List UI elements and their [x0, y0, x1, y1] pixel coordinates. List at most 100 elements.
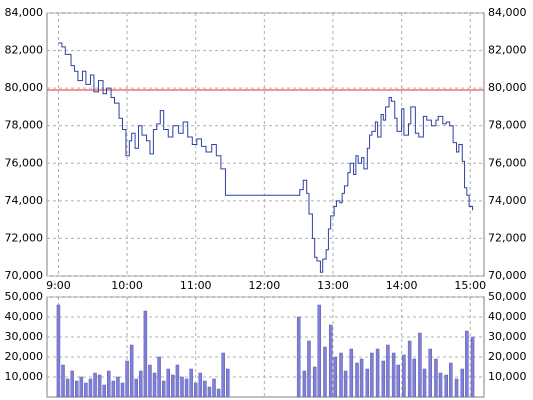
y-tick-label: 20,000 [5, 350, 44, 363]
x-tick-label: 14:00 [386, 279, 418, 292]
volume-bar [359, 358, 364, 398]
volume-bar [454, 378, 459, 398]
volume-bar [203, 380, 207, 398]
y2-tick-label: 72,000 [488, 231, 527, 244]
volume-bar [444, 374, 448, 398]
volume-bar [221, 352, 225, 398]
y-tick-label: 78,000 [5, 119, 44, 132]
volume-bar [139, 370, 143, 398]
y2-tick-label: 74,000 [488, 194, 527, 207]
volume-bar [225, 368, 230, 398]
x-tick-label: 13:00 [317, 279, 349, 292]
volume-bar [102, 384, 106, 398]
y2-tick-label: 40,000 [488, 310, 527, 323]
y2-tick-label: 10,000 [488, 370, 527, 383]
volume-bar [339, 352, 343, 398]
x-tick-label: 15:00 [454, 279, 486, 292]
y2-tick-label: 78,000 [488, 119, 527, 132]
volume-bar [189, 368, 193, 398]
volume-bar [370, 352, 374, 398]
y-tick-label: 10,000 [5, 370, 44, 383]
volume-bar [307, 340, 311, 398]
y2-tick-label: 82,000 [488, 44, 527, 57]
volume-bar [180, 376, 184, 398]
y2-tick-label: 30,000 [488, 330, 527, 343]
volume-bar [111, 380, 116, 398]
volume-bar [212, 378, 216, 398]
y-tick-label: 50,000 [5, 290, 44, 303]
volume-bar [396, 364, 400, 398]
volume-bar [125, 360, 129, 398]
volume-bar [460, 368, 465, 398]
y2-tick-label: 84,000 [488, 6, 527, 19]
y2-tick-label: 80,000 [488, 81, 527, 94]
volume-bar [171, 374, 175, 398]
volume-bar [375, 348, 380, 398]
x-tick-label: 11:00 [180, 279, 212, 292]
volume-bar [216, 388, 221, 398]
volume-bar [391, 352, 396, 398]
volume-bar [193, 382, 198, 398]
y-tick-label: 72,000 [5, 231, 44, 244]
x-tick-label: 10:00 [111, 279, 143, 292]
volume-bar [70, 370, 74, 398]
y-tick-label: 70,000 [5, 269, 44, 282]
volume-bar [438, 372, 443, 398]
volume-bar [65, 378, 70, 398]
y2-tick-label: 20,000 [488, 350, 527, 363]
y-tick-label: 74,000 [5, 194, 44, 207]
y-tick-label: 82,000 [5, 44, 44, 57]
y-tick-label: 40,000 [5, 310, 44, 323]
volume-bar [386, 344, 390, 398]
volume-bar [302, 370, 307, 398]
volume-bar [407, 340, 412, 398]
volume-bar [434, 358, 438, 398]
volume-bar [198, 372, 203, 398]
volume-bar [93, 372, 97, 398]
plot-frame [46, 12, 485, 277]
y2-tick-label: 76,000 [488, 156, 527, 169]
volume-bar [449, 362, 453, 398]
volume-bar [317, 304, 322, 398]
volume-bar [323, 346, 327, 398]
volume-bar [152, 372, 157, 398]
volume-bar [343, 370, 348, 398]
volume-bar [333, 356, 338, 398]
volume-bar [116, 376, 120, 398]
price-line [58, 42, 474, 273]
volume-bar [56, 304, 61, 398]
volume-bar [129, 344, 134, 398]
volume-bar [184, 378, 189, 398]
volume-bar [312, 366, 317, 398]
volume-bar [97, 374, 102, 398]
volume-bar [402, 354, 406, 398]
volume-bar [166, 368, 171, 398]
volume-bar [465, 330, 469, 398]
volume-bar [74, 380, 79, 398]
x-tick-label: 9:00 [46, 279, 71, 292]
volume-bar [175, 364, 180, 398]
volume-bar [161, 380, 166, 398]
volume-bar [84, 382, 88, 398]
volume-bar [120, 382, 125, 398]
volume-bar [143, 310, 148, 398]
volume-bar [88, 378, 93, 398]
volume-bar [428, 348, 432, 398]
volume-bar [107, 370, 111, 398]
x-tick-label: 12:00 [249, 279, 281, 292]
volume-bar [355, 362, 359, 398]
volume-bar [349, 348, 354, 398]
y-tick-label: 30,000 [5, 330, 44, 343]
volume-bar [157, 356, 161, 398]
volume-bar [328, 324, 333, 398]
volume-bar [61, 364, 65, 398]
y-tick-label: 76,000 [5, 156, 44, 169]
volume-bar [470, 336, 475, 398]
volume-bar [134, 378, 138, 398]
volume-bar [207, 386, 212, 398]
y-tick-label: 84,000 [5, 6, 44, 19]
volume-bar [381, 360, 386, 398]
volume-bar [296, 316, 301, 398]
volume-bar [422, 368, 427, 398]
